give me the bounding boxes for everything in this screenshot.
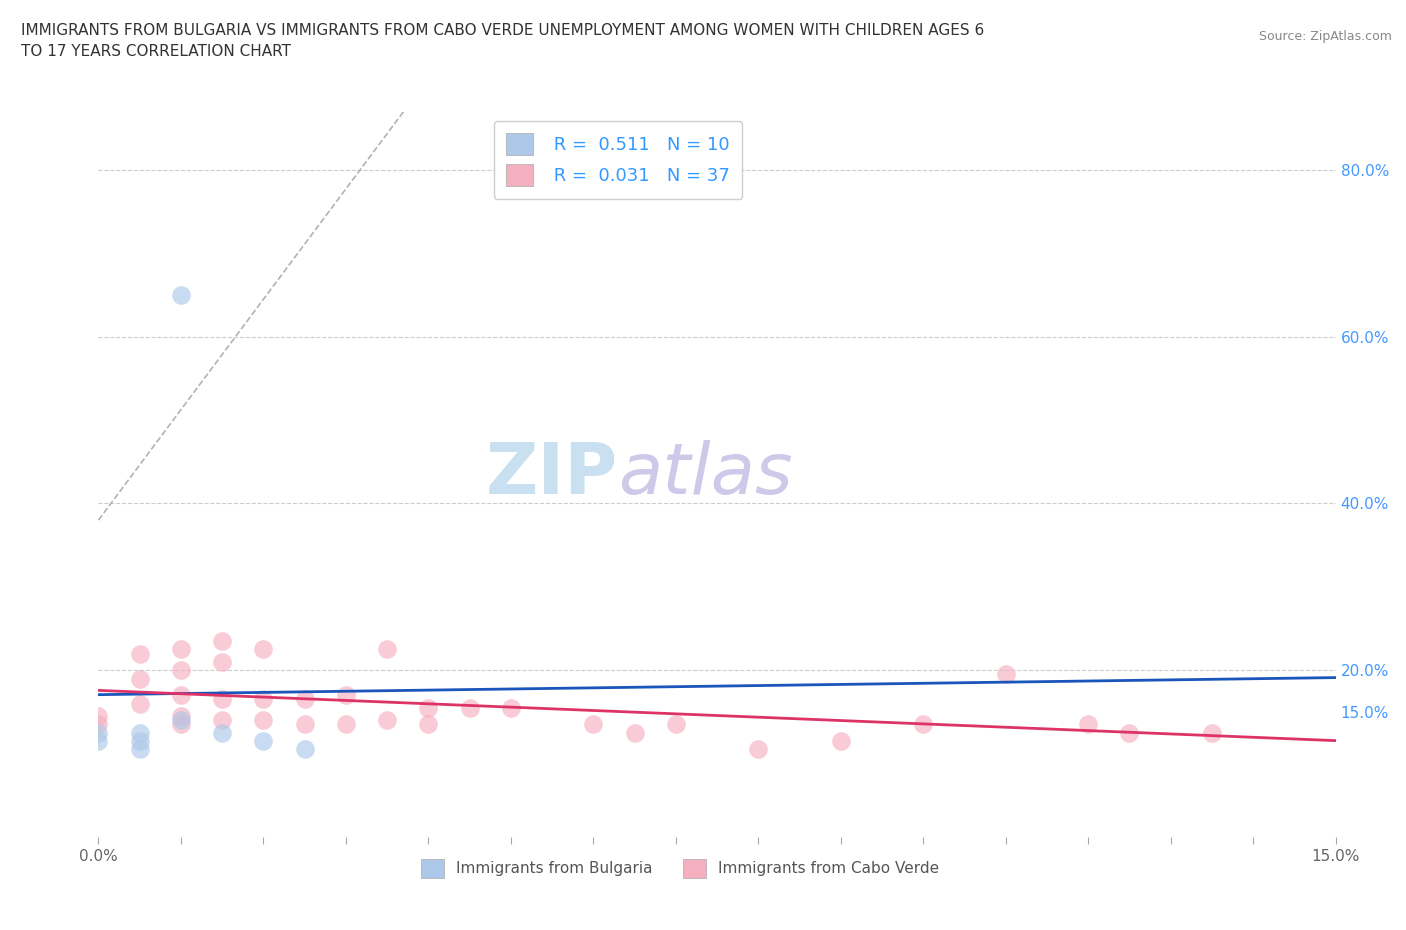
Point [830, 734, 852, 749]
Point [335, 717, 357, 732]
Point [252, 734, 274, 749]
Text: atlas: atlas [619, 440, 793, 509]
Point [252, 692, 274, 707]
Point [252, 642, 274, 657]
Point [582, 717, 605, 732]
Point [128, 697, 150, 711]
Point [294, 717, 316, 732]
Point [211, 655, 233, 670]
Point [912, 717, 935, 732]
Point [128, 734, 150, 749]
Point [418, 700, 440, 715]
Text: Source: ZipAtlas.com: Source: ZipAtlas.com [1258, 30, 1392, 43]
Point [252, 712, 274, 727]
Point [170, 709, 193, 724]
Point [170, 717, 193, 732]
Point [1118, 725, 1140, 740]
Point [170, 287, 193, 302]
Point [375, 712, 398, 727]
Point [211, 725, 233, 740]
Point [87, 734, 110, 749]
Point [211, 712, 233, 727]
Point [499, 700, 522, 715]
Point [294, 742, 316, 757]
Point [87, 717, 110, 732]
Point [294, 692, 316, 707]
Point [747, 742, 769, 757]
Point [994, 667, 1017, 682]
Point [418, 717, 440, 732]
Point [1077, 717, 1099, 732]
Point [458, 700, 481, 715]
Point [128, 725, 150, 740]
Point [128, 646, 150, 661]
Legend: Immigrants from Bulgaria, Immigrants from Cabo Verde: Immigrants from Bulgaria, Immigrants fro… [415, 853, 945, 884]
Point [128, 671, 150, 686]
Text: IMMIGRANTS FROM BULGARIA VS IMMIGRANTS FROM CABO VERDE UNEMPLOYMENT AMONG WOMEN : IMMIGRANTS FROM BULGARIA VS IMMIGRANTS F… [21, 23, 984, 60]
Text: ZIP: ZIP [486, 440, 619, 509]
Point [170, 663, 193, 678]
Point [375, 642, 398, 657]
Point [87, 709, 110, 724]
Point [665, 717, 688, 732]
Point [1201, 725, 1223, 740]
Point [170, 642, 193, 657]
Point [170, 688, 193, 703]
Point [211, 692, 233, 707]
Point [623, 725, 645, 740]
Point [335, 688, 357, 703]
Point [87, 725, 110, 740]
Point [170, 712, 193, 727]
Point [211, 633, 233, 648]
Point [128, 742, 150, 757]
